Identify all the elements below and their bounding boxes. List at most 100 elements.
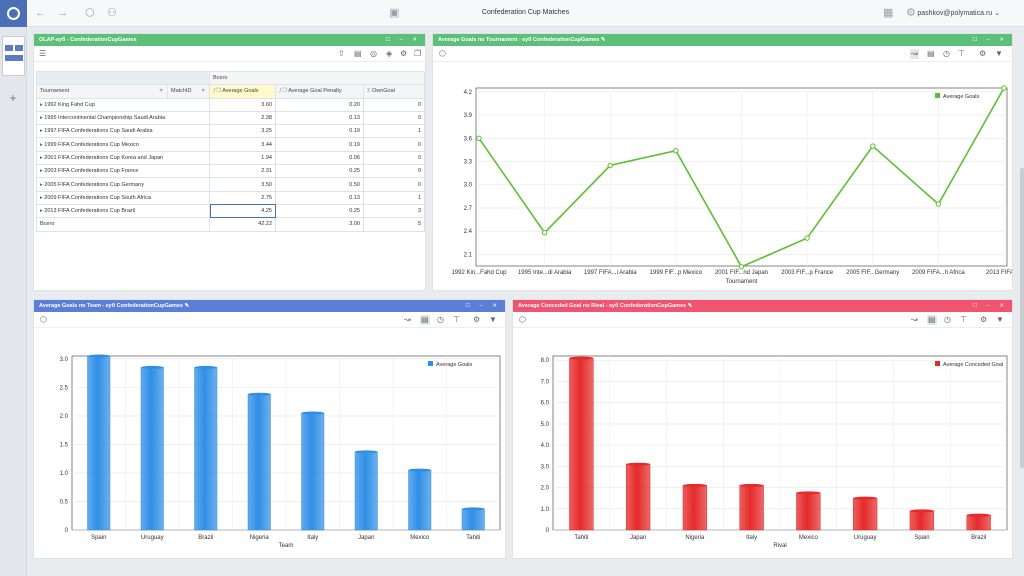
filter-icon[interactable]: ▼ xyxy=(996,315,1004,324)
pin-icon[interactable]: ⊤ xyxy=(960,315,967,324)
bar-cap xyxy=(569,356,594,360)
data-point xyxy=(1001,85,1007,91)
bar xyxy=(301,412,325,531)
data-point xyxy=(541,230,548,236)
copy-icon[interactable]: ❐ xyxy=(414,49,422,58)
bar xyxy=(909,510,935,531)
y-tick-label: 2.0 xyxy=(541,486,550,492)
graph-icon[interactable]: ◈ xyxy=(386,49,393,58)
data-point xyxy=(804,235,810,241)
data-point xyxy=(476,135,482,142)
filter-icon[interactable]: ▼ xyxy=(200,88,206,95)
panel-window-controls[interactable]: ☐ – ✕ xyxy=(385,37,421,43)
gear-icon[interactable]: ⚙ xyxy=(473,315,481,324)
gear-icon[interactable]: ⚙ xyxy=(979,49,987,58)
dashboard-thumbnail[interactable] xyxy=(2,36,25,76)
pencil-icon[interactable]: ✎ xyxy=(600,37,606,43)
pin-icon[interactable]: ⊤ xyxy=(453,315,460,324)
filter-icon[interactable]: ▼ xyxy=(489,315,497,324)
menu-icon[interactable]: ☰ xyxy=(39,49,47,58)
bar-cap xyxy=(966,513,991,517)
line-chart-icon[interactable]: ↝ xyxy=(404,315,411,324)
expand-icon[interactable]: ▸ xyxy=(40,101,43,108)
olap-panel: OLAP-куб - ConfederationCupGames ☐ – ✕ ☰… xyxy=(33,33,426,291)
compass-icon[interactable]: ◎ xyxy=(370,49,377,58)
table-row[interactable]: ▸ 1997 FIFA Confederations Cup Saudi Ara… xyxy=(36,124,425,139)
bar-chart-icon[interactable]: ▤ xyxy=(927,49,935,58)
pencil-icon[interactable]: ✎ xyxy=(687,303,693,309)
tournament-header[interactable]: Tournament ▼ xyxy=(36,84,168,99)
filter-icon[interactable]: ▼ xyxy=(995,49,1003,58)
expand-icon[interactable]: ▸ xyxy=(40,208,43,215)
expand-icon[interactable]: ▸ xyxy=(40,168,43,175)
pie-chart-icon[interactable]: ◷ xyxy=(437,315,444,324)
pencil-icon[interactable]: ✎ xyxy=(184,303,190,309)
filter-icon[interactable]: ⚙ xyxy=(400,49,408,58)
bar-cap xyxy=(682,483,707,487)
y-tick-label: 2.4 xyxy=(464,229,473,235)
y-tick-label: 0 xyxy=(65,528,69,534)
team-chart-panel: Average Goals по Team - куб Confederatio… xyxy=(33,299,506,559)
x-tick-label: 1992 Kin...Fahd Cup xyxy=(451,270,507,276)
panel-window-controls[interactable]: ☐ – ✕ xyxy=(972,37,1008,43)
x-axis-label: Team xyxy=(279,543,294,549)
table-row[interactable]: ▸ 2003 FIFA Confederations Cup France 2.… xyxy=(36,164,425,179)
line-chart-panel: Average Goals по Tournament - куб Confed… xyxy=(432,33,1023,291)
y-tick-label: 7.0 xyxy=(541,379,550,385)
chart-icon[interactable]: ▤ xyxy=(354,49,362,58)
data-point xyxy=(738,264,745,270)
expand-icon[interactable]: ▸ xyxy=(40,115,43,122)
expand-icon[interactable]: ▸ xyxy=(40,154,43,161)
app-logo[interactable] xyxy=(0,0,27,27)
cube-icon[interactable]: ⬡ xyxy=(439,49,446,58)
layout-icon[interactable]: ▣ xyxy=(389,7,400,19)
forward-arrow-icon[interactable]: → xyxy=(57,7,68,19)
users-icon[interactable]: ⚇ xyxy=(107,7,117,19)
expand-icon[interactable]: ▸ xyxy=(40,194,43,201)
line-chart-icon[interactable]: ↝ xyxy=(911,315,918,324)
export-icon[interactable]: ⇧ xyxy=(338,49,345,58)
cube-icon[interactable]: ⬡ xyxy=(85,7,95,19)
x-tick-label: 2001 FIF...nd Japan xyxy=(715,270,768,276)
y-tick-label: 2.1 xyxy=(464,252,473,258)
bar-chart-icon[interactable]: ▤ xyxy=(420,315,430,325)
table-row[interactable]: ▸ 1992 King Fahd Cup 3.60 0.20 0 xyxy=(36,97,425,112)
avg-penalty-header[interactable]: ƒ❐ Average Goal Penalty xyxy=(275,84,364,99)
data-point xyxy=(607,162,613,169)
line-chart-icon[interactable]: ↝ xyxy=(910,49,919,59)
pin-icon[interactable]: ⊤ xyxy=(958,49,965,58)
table-row[interactable]: ▸ 2005 FIFA Confederations Cup Germany 3… xyxy=(36,177,425,192)
own-goal-header[interactable]: Σ OwnGoal xyxy=(363,84,425,99)
page-scrollbar[interactable] xyxy=(1020,168,1024,468)
cube-icon[interactable]: ⬡ xyxy=(40,315,47,324)
pie-chart-icon[interactable]: ◷ xyxy=(944,315,951,324)
match-header[interactable]: MatchID ▼ xyxy=(167,84,210,99)
expand-icon[interactable]: ▸ xyxy=(40,141,43,148)
table-row[interactable]: ▸ 2001 FIFA Confederations Cup Korea and… xyxy=(36,150,425,166)
panel-window-controls[interactable]: ☐ – ✕ xyxy=(465,303,501,309)
expand-icon[interactable]: ▸ xyxy=(40,181,43,188)
legend-swatch xyxy=(428,361,433,366)
bar xyxy=(852,497,878,531)
table-row[interactable]: ▸ 2013 FIFA Confederations Cup Brazil 4.… xyxy=(36,203,425,219)
back-arrow-icon[interactable]: ← xyxy=(35,7,46,19)
plus-icon[interactable]: + xyxy=(9,91,17,105)
expand-icon[interactable]: ▸ xyxy=(40,128,43,135)
pie-chart-icon[interactable]: ◷ xyxy=(943,49,950,58)
filter-icon[interactable]: ▼ xyxy=(158,88,164,95)
bar xyxy=(354,451,378,531)
table-row[interactable]: ▸ 1995 Intercontinental Championship Sau… xyxy=(36,110,425,126)
avg-goals-header[interactable]: ƒ❐ Average Goals xyxy=(209,84,276,99)
cube-icon[interactable]: ⬡ xyxy=(519,315,526,324)
table-row[interactable]: ▸ 1999 FIFA Confederations Cup Mexico 3.… xyxy=(36,137,425,152)
bar-chart-icon[interactable]: ▤ xyxy=(927,315,937,325)
panel-window-controls[interactable]: ☐ – ✕ xyxy=(972,303,1008,309)
bar-cap xyxy=(626,462,651,466)
grid-icon[interactable]: ▦ xyxy=(883,7,894,19)
table-row[interactable]: ▸ 2009 FIFA Confederations Cup South Afr… xyxy=(36,190,425,205)
gear-icon[interactable]: ⚙ xyxy=(906,7,916,19)
user-menu[interactable]: pashkov@polymatica.ru ⌄ xyxy=(917,9,1000,17)
gear-icon[interactable]: ⚙ xyxy=(980,315,988,324)
legend-swatch xyxy=(935,361,940,366)
left-sidebar: + xyxy=(0,0,27,576)
